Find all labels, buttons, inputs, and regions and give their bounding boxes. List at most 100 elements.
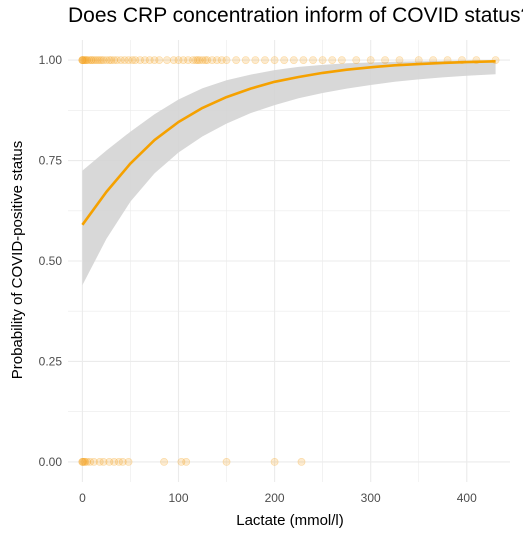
- y-tick-label: 0.00: [39, 455, 63, 469]
- data-point-positive: [201, 56, 210, 64]
- data-point-negative: [222, 458, 231, 466]
- title-container: Does CRP concentration inform of COVID s…: [0, 0, 523, 40]
- data-point-positive: [366, 56, 375, 64]
- data-point-negative: [118, 458, 127, 466]
- data-point-positive: [352, 56, 361, 64]
- data-point-positive: [90, 56, 98, 64]
- fit-curve: [81, 60, 496, 226]
- data-point-negative: [124, 458, 133, 466]
- y-axis-title: Probability of COVID-positive status: [9, 141, 26, 379]
- data-point-positive: [213, 56, 221, 64]
- x-tick-label: 100: [168, 491, 188, 505]
- fit-curve-layer: [81, 60, 496, 226]
- data-point-positive: [328, 56, 337, 64]
- data-point-positive: [217, 56, 226, 64]
- data-point-positive: [179, 56, 188, 64]
- y-tick-label: 1.00: [39, 53, 63, 67]
- data-point-negative: [79, 458, 88, 466]
- x-tick-label: 400: [457, 491, 477, 505]
- data-point-negative: [105, 458, 114, 466]
- data-point-negative: [110, 458, 119, 466]
- data-point-positive: [107, 56, 116, 64]
- data-point-positive: [193, 56, 202, 64]
- points-layer: [78, 56, 500, 466]
- data-point-positive: [169, 56, 178, 64]
- data-point-negative: [81, 458, 90, 466]
- data-point-positive: [198, 56, 207, 64]
- data-point-negative: [86, 458, 94, 466]
- data-point-positive: [136, 56, 144, 64]
- data-point-positive: [251, 56, 260, 64]
- data-point-positive: [95, 56, 104, 64]
- data-point-positive: [110, 56, 119, 64]
- x-tick-label: 0: [79, 491, 86, 505]
- data-point-negative: [99, 458, 108, 466]
- data-point-positive: [78, 56, 87, 64]
- data-point-negative: [115, 458, 123, 466]
- data-point-positive: [113, 56, 121, 64]
- confidence-ribbon-layer: [82, 60, 496, 286]
- data-point-positive: [78, 56, 87, 64]
- data-point-positive: [189, 56, 197, 64]
- data-point-positive: [280, 56, 289, 64]
- data-point-positive: [97, 56, 106, 64]
- data-point-positive: [289, 56, 298, 64]
- data-point-positive: [163, 56, 171, 64]
- data-point-negative: [90, 458, 98, 466]
- x-tick-label: 200: [265, 491, 285, 505]
- data-point-positive: [174, 56, 183, 64]
- data-point-positive: [299, 56, 308, 64]
- data-point-positive: [195, 56, 204, 64]
- data-point-positive: [116, 56, 125, 64]
- data-point-positive: [414, 56, 423, 64]
- data-point-positive: [83, 56, 92, 64]
- confidence-ribbon: [82, 60, 496, 286]
- data-point-positive: [337, 56, 346, 64]
- data-point-positive: [150, 56, 159, 64]
- data-point-positive: [222, 56, 231, 64]
- y-tick-label: 0.50: [39, 254, 63, 268]
- data-point-positive: [88, 56, 96, 64]
- data-point-negative: [80, 458, 89, 466]
- data-point-positive: [124, 56, 133, 64]
- data-point-positive: [191, 56, 200, 64]
- data-point-positive: [87, 56, 95, 64]
- data-point-negative: [182, 458, 191, 466]
- data-point-positive: [85, 56, 94, 64]
- data-point-positive: [102, 56, 111, 64]
- data-point-positive: [145, 56, 154, 64]
- data-point-positive: [99, 56, 108, 64]
- data-point-positive: [261, 56, 269, 64]
- data-point-positive: [140, 56, 149, 64]
- data-point-positive: [318, 56, 327, 64]
- data-point-positive: [120, 56, 129, 64]
- data-point-positive: [82, 56, 91, 64]
- x-axis-title: Lactate (mmol/l): [236, 512, 344, 529]
- data-point-positive: [203, 56, 212, 64]
- tick-label-layer: 0.00 0.25 0.50 0.75 1.00 0 100 200 300 400: [39, 53, 477, 505]
- data-point-positive: [309, 56, 317, 64]
- data-point-negative: [78, 458, 87, 466]
- data-point-positive: [78, 56, 87, 64]
- data-point-negative: [270, 458, 279, 466]
- data-point-positive: [79, 56, 88, 64]
- data-point-positive: [155, 56, 164, 64]
- x-tick-label: 300: [361, 491, 381, 505]
- data-point-positive: [270, 56, 279, 64]
- data-point-positive: [131, 56, 140, 64]
- data-point-positive: [241, 56, 250, 64]
- data-point-negative: [78, 458, 87, 466]
- data-point-negative: [83, 458, 92, 466]
- data-point-positive: [81, 56, 90, 64]
- chart-title: Does CRP concentration inform of COVID s…: [68, 4, 523, 27]
- y-tick-label: 0.75: [39, 154, 63, 168]
- data-point-positive: [91, 56, 100, 64]
- data-point-positive: [395, 56, 404, 64]
- data-point-positive: [93, 56, 102, 64]
- data-point-positive: [208, 56, 217, 64]
- data-point-negative: [177, 458, 186, 466]
- grid-layer: [68, 40, 510, 482]
- data-point-positive: [232, 56, 241, 64]
- y-tick-label: 0.25: [39, 354, 63, 368]
